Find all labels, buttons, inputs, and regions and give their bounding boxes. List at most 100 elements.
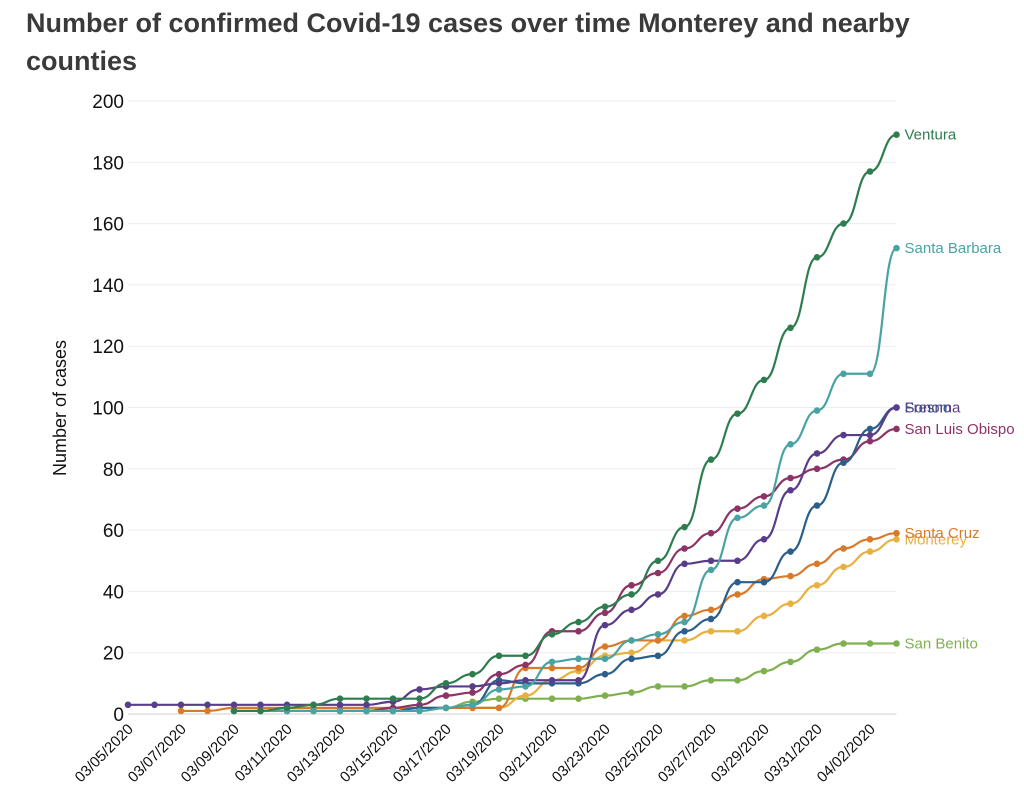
data-point-santa-barbara[interactable]: [575, 655, 582, 663]
data-point-santa-cruz[interactable]: [734, 591, 741, 598]
data-point-fresno[interactable]: [707, 615, 715, 623]
data-point-santa-barbara[interactable]: [416, 707, 423, 715]
data-point-santa-barbara[interactable]: [601, 655, 609, 663]
data-point-santa-cruz[interactable]: [813, 560, 821, 568]
data-point-san-benito[interactable]: [813, 646, 821, 653]
data-point-santa-barbara[interactable]: [707, 566, 715, 574]
data-point-ventura[interactable]: [442, 680, 450, 687]
data-point-santa-barbara[interactable]: [469, 701, 476, 709]
data-point-ventura[interactable]: [389, 695, 397, 702]
data-point-sonoma[interactable]: [654, 591, 662, 598]
data-point-san-luis-obispo[interactable]: [707, 529, 715, 537]
data-point-santa-barbara[interactable]: [495, 686, 503, 693]
data-point-san-luis-obispo[interactable]: [495, 670, 503, 678]
data-point-santa-barbara[interactable]: [336, 707, 344, 715]
data-point-santa-barbara[interactable]: [654, 631, 662, 638]
data-point-san-luis-obispo[interactable]: [522, 661, 529, 669]
data-point-ventura[interactable]: [548, 631, 556, 638]
data-point-sonoma[interactable]: [787, 486, 794, 494]
data-point-monterey[interactable]: [522, 692, 529, 699]
data-point-santa-barbara[interactable]: [363, 707, 370, 715]
data-point-ventura[interactable]: [283, 704, 291, 712]
data-point-monterey[interactable]: [787, 600, 794, 607]
data-point-sonoma[interactable]: [151, 701, 158, 709]
data-point-san-benito[interactable]: [495, 695, 503, 702]
data-point-sonoma[interactable]: [363, 701, 370, 709]
data-point-san-luis-obispo[interactable]: [813, 465, 821, 473]
data-point-san-luis-obispo[interactable]: [760, 493, 768, 500]
data-point-monterey[interactable]: [707, 627, 715, 635]
data-point-ventura[interactable]: [363, 695, 370, 702]
data-point-fresno[interactable]: [734, 578, 741, 586]
data-point-fresno[interactable]: [628, 655, 635, 663]
data-point-ventura[interactable]: [257, 707, 264, 715]
data-point-sonoma[interactable]: [893, 404, 900, 411]
data-point-santa-barbara[interactable]: [628, 637, 635, 644]
data-point-monterey[interactable]: [893, 535, 900, 543]
data-point-santa-cruz[interactable]: [866, 535, 874, 543]
data-point-san-luis-obispo[interactable]: [734, 505, 741, 512]
data-point-santa-barbara[interactable]: [548, 658, 556, 666]
data-point-ventura[interactable]: [813, 254, 821, 261]
data-point-sonoma[interactable]: [601, 621, 609, 629]
data-point-san-benito[interactable]: [707, 676, 715, 684]
data-point-santa-barbara[interactable]: [442, 704, 450, 712]
data-point-fresno[interactable]: [866, 425, 874, 433]
data-point-santa-cruz[interactable]: [787, 572, 794, 580]
data-point-san-luis-obispo[interactable]: [575, 627, 582, 635]
data-point-san-benito[interactable]: [840, 640, 847, 647]
data-point-san-benito[interactable]: [548, 695, 556, 702]
data-point-monterey[interactable]: [734, 627, 741, 635]
data-point-ventura[interactable]: [522, 652, 529, 660]
data-point-santa-cruz[interactable]: [204, 707, 211, 715]
data-point-ventura[interactable]: [336, 695, 344, 702]
data-point-san-benito[interactable]: [866, 640, 874, 647]
data-point-fresno[interactable]: [787, 548, 794, 555]
data-point-fresno[interactable]: [813, 502, 821, 509]
data-point-ventura[interactable]: [866, 168, 874, 175]
data-point-monterey[interactable]: [813, 581, 821, 589]
data-point-santa-cruz[interactable]: [601, 643, 609, 650]
data-point-santa-cruz[interactable]: [575, 664, 582, 672]
data-point-santa-cruz[interactable]: [681, 612, 688, 620]
data-point-monterey[interactable]: [681, 637, 688, 644]
data-point-san-benito[interactable]: [654, 683, 662, 690]
data-point-sonoma[interactable]: [840, 431, 847, 439]
data-point-ventura[interactable]: [469, 670, 476, 678]
data-point-san-benito[interactable]: [575, 695, 582, 702]
data-point-sonoma[interactable]: [495, 680, 503, 687]
data-point-ventura[interactable]: [628, 591, 635, 598]
data-point-san-luis-obispo[interactable]: [787, 474, 794, 482]
data-point-monterey[interactable]: [628, 649, 635, 656]
data-point-santa-cruz[interactable]: [840, 545, 847, 552]
data-point-san-luis-obispo[interactable]: [628, 581, 635, 589]
data-point-santa-barbara[interactable]: [310, 707, 317, 715]
data-point-ventura[interactable]: [893, 131, 900, 139]
data-point-santa-barbara[interactable]: [787, 440, 794, 448]
data-point-fresno[interactable]: [840, 459, 847, 466]
data-point-ventura[interactable]: [681, 523, 688, 531]
data-point-monterey[interactable]: [760, 612, 768, 620]
data-point-sonoma[interactable]: [416, 686, 423, 693]
data-point-santa-cruz[interactable]: [654, 637, 662, 644]
data-point-ventura[interactable]: [654, 557, 662, 565]
data-point-santa-cruz[interactable]: [177, 707, 185, 715]
data-point-sonoma[interactable]: [734, 557, 741, 565]
data-point-santa-barbara[interactable]: [813, 407, 821, 414]
data-point-fresno[interactable]: [760, 578, 768, 586]
data-point-san-benito[interactable]: [893, 640, 900, 647]
data-point-ventura[interactable]: [707, 456, 715, 463]
data-point-san-benito[interactable]: [760, 667, 768, 675]
data-point-monterey[interactable]: [840, 563, 847, 571]
data-point-fresno[interactable]: [601, 670, 609, 678]
data-point-san-luis-obispo[interactable]: [442, 692, 450, 699]
data-point-san-benito[interactable]: [681, 683, 688, 690]
data-point-sonoma[interactable]: [575, 676, 582, 684]
data-point-santa-barbara[interactable]: [734, 514, 741, 522]
data-point-sonoma[interactable]: [681, 560, 688, 568]
data-point-san-luis-obispo[interactable]: [601, 609, 609, 617]
data-point-santa-cruz[interactable]: [548, 664, 556, 672]
data-point-santa-cruz[interactable]: [495, 704, 503, 712]
data-point-sonoma[interactable]: [522, 676, 529, 684]
data-point-san-luis-obispo[interactable]: [469, 689, 476, 696]
